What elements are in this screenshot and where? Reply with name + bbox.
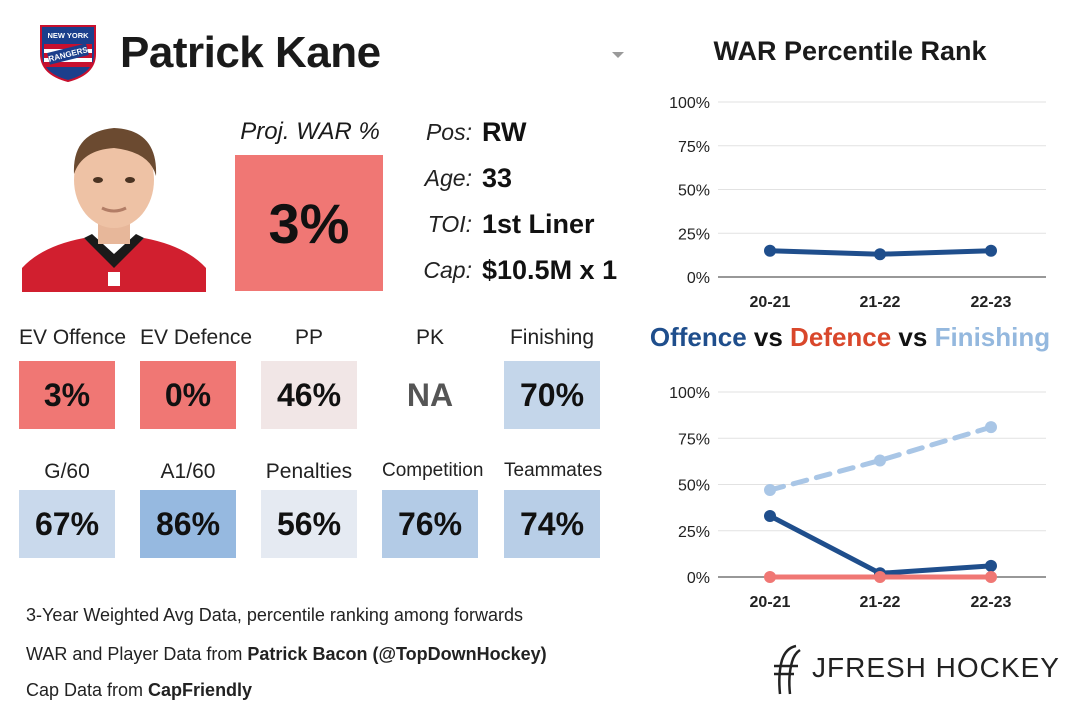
metric-box-teammates: 74% — [504, 490, 600, 558]
y-tick-label: 25% — [678, 524, 710, 541]
info-label: Cap: — [423, 256, 472, 283]
metric-label-ev-defence: EV Defence — [140, 326, 253, 349]
info-label: TOI: — [427, 210, 472, 237]
footnote-text: WAR and Player Data from — [26, 644, 248, 664]
metric-label-teammates: Teammates — [504, 460, 603, 481]
metric-value: NA — [406, 376, 454, 413]
footnote-cap-source: Cap Data from CapFriendly — [26, 680, 252, 701]
x-tick-label: 21-22 — [860, 294, 901, 311]
y-tick-label: 0% — [687, 570, 710, 587]
team-logo: NEW YORK RANGERS — [40, 25, 96, 82]
data-point — [985, 559, 997, 572]
metric-value: 46% — [276, 376, 342, 413]
series-line — [767, 424, 994, 493]
x-tick-label: 20-21 — [750, 294, 791, 311]
data-point — [764, 571, 776, 583]
metric-box-pp: 46% — [261, 361, 357, 429]
metric-label-pp: PP — [294, 326, 323, 349]
y-tick-label: 50% — [678, 478, 710, 495]
info-value: 33 — [482, 162, 513, 193]
x-tick-label: 20-21 — [750, 594, 791, 611]
brand-name: JFRESH HOCKEY — [812, 652, 1060, 683]
x-tick-label: 22-23 — [971, 294, 1012, 311]
data-point — [874, 248, 886, 261]
player-headshot — [22, 118, 206, 292]
data-point — [985, 244, 997, 257]
info-row-toi: TOI: 1st Liner — [410, 204, 595, 244]
metric-value: 56% — [276, 505, 342, 542]
title-part-defence: Defence — [790, 322, 892, 352]
y-tick-label: 0% — [687, 270, 710, 287]
metric-value: 86% — [155, 505, 221, 542]
projected-war-label: Proj. WAR % — [240, 118, 380, 145]
metric-box-competition: 76% — [382, 490, 478, 558]
svg-text:NEW YORK: NEW YORK — [47, 31, 89, 40]
info-row-cap: Cap: $10.5M x 1 — [410, 250, 617, 290]
title-part-vs: vs — [746, 322, 791, 352]
metric-value: 0% — [164, 376, 212, 413]
metric-label-a160: A1/60 — [160, 460, 216, 483]
metric-label-penalties: Penalties — [265, 460, 353, 483]
info-value: 1st Liner — [482, 208, 595, 239]
footnote-source-name: CapFriendly — [148, 680, 253, 700]
y-tick-label: 100% — [669, 385, 710, 402]
metric-box-g60: 67% — [19, 490, 115, 558]
metric-value: 74% — [519, 505, 585, 542]
chevron-down-icon[interactable] — [611, 50, 625, 60]
chart-war-percentile: 0% 25% 50% 75% 100% 20-21 21-22 22-23 — [669, 95, 1046, 311]
metric-label-ev-offence: EV Offence — [19, 326, 127, 349]
data-point — [764, 244, 776, 257]
metric-box-finishing: 70% — [504, 361, 600, 429]
metric-value: 3% — [43, 376, 91, 413]
x-tick-label: 22-23 — [971, 594, 1012, 611]
data-point — [985, 571, 997, 583]
footnote-method: 3-Year Weighted Avg Data, percentile ran… — [26, 605, 523, 625]
y-tick-label: 100% — [669, 95, 710, 112]
metric-box-pk: NA — [382, 361, 478, 429]
title-part-finishing: Finishing — [934, 322, 1051, 352]
y-tick-label: 25% — [678, 226, 710, 243]
info-row-age: Age: 33 — [410, 158, 512, 198]
y-tick-label: 75% — [678, 431, 710, 448]
metric-label-competition: Competition — [382, 460, 484, 481]
data-point — [985, 421, 997, 434]
y-tick-label: 50% — [678, 183, 710, 200]
data-point — [764, 484, 776, 497]
chart-title-war-rank: WAR Percentile Rank — [713, 36, 987, 66]
chart-offence-defence-finishing: 0% 25% 50% 75% 100% 20-21 21-22 22-23 — [669, 385, 1046, 611]
data-point — [874, 571, 886, 583]
title-part-vs: vs — [891, 322, 935, 352]
data-point — [874, 454, 886, 467]
player-name: Patrick Kane — [120, 28, 381, 77]
data-point — [764, 509, 776, 522]
info-value: RW — [482, 116, 527, 147]
footnote-war-source: WAR and Player Data from Patrick Bacon (… — [26, 644, 547, 665]
metric-box-a160: 86% — [140, 490, 236, 558]
chart-title-components: Offence vs Defence vs Finishing — [640, 322, 1060, 353]
title-part-offence: Offence — [649, 322, 747, 352]
metric-box-ev-defence: 0% — [140, 361, 236, 429]
metric-value: 67% — [34, 505, 100, 542]
metric-label-pk: PK — [415, 326, 444, 349]
info-label: Pos: — [425, 118, 472, 145]
series-line — [767, 513, 994, 576]
metric-label-g60: G/60 — [44, 460, 90, 483]
x-tick-label: 21-22 — [860, 594, 901, 611]
metric-box-penalties: 56% — [261, 490, 357, 558]
footnote-source-name: Patrick Bacon (@TopDownHockey) — [247, 644, 547, 664]
metric-value: 76% — [397, 505, 463, 542]
projected-war-box: 3% — [235, 155, 383, 291]
brand-logo-icon — [774, 644, 801, 695]
y-tick-label: 75% — [678, 139, 710, 156]
info-value: $10.5M x 1 — [482, 254, 618, 285]
footnote-text: Cap Data from — [26, 680, 149, 700]
metric-label-finishing: Finishing — [509, 326, 595, 349]
projected-war-value: 3% — [268, 191, 350, 255]
metric-box-ev-offence: 3% — [19, 361, 115, 429]
info-row-position: Pos: RW — [410, 112, 527, 152]
metric-value: 70% — [519, 376, 585, 413]
info-label: Age: — [424, 164, 472, 191]
